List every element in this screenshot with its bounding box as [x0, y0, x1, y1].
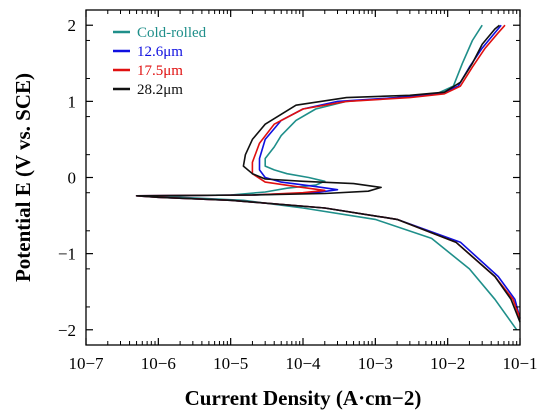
- x-tick-label: 10−1: [502, 354, 537, 373]
- y-tick-label: 1: [68, 92, 77, 111]
- x-tick-label: 10−3: [358, 354, 393, 373]
- y-axis-title: Potential E (V vs. SCE): [11, 73, 35, 282]
- y-tick-label: 0: [68, 169, 77, 188]
- plot-frame: [85, 9, 521, 346]
- legend-entry-3: 17.5μm: [137, 63, 183, 79]
- y-tick-label: −2: [58, 321, 76, 340]
- series-layer: [135, 24, 521, 331]
- legend: Cold-rolled 12.6μm 17.5μm 28.2μm: [113, 25, 207, 98]
- series-line-3: [135, 24, 521, 319]
- series-line-1: [157, 24, 518, 331]
- series-line-2: [135, 24, 521, 319]
- x-tick-label: 10−4: [285, 354, 321, 373]
- y-tick-label: 2: [68, 16, 77, 35]
- legend-entry-1: Cold-rolled: [137, 25, 207, 41]
- y-tick-label: −1: [58, 245, 76, 264]
- series-line-4: [135, 24, 521, 323]
- legend-entry-2: 12.6μm: [137, 44, 183, 60]
- x-axis-title: Current Density (A·cm−2): [185, 386, 422, 410]
- x-tick-label: 10−5: [213, 354, 248, 373]
- x-tick-label: 10−6: [141, 354, 176, 373]
- axes-layer: 10−7 10−6 10−5 10−4 10−3 10−2 10−1 −2 −1 0 1 2: [58, 9, 538, 373]
- x-tick-label: 10−2: [430, 354, 465, 373]
- x-tick-label: 10−7: [68, 354, 104, 373]
- legend-entry-4: 28.2μm: [137, 82, 183, 98]
